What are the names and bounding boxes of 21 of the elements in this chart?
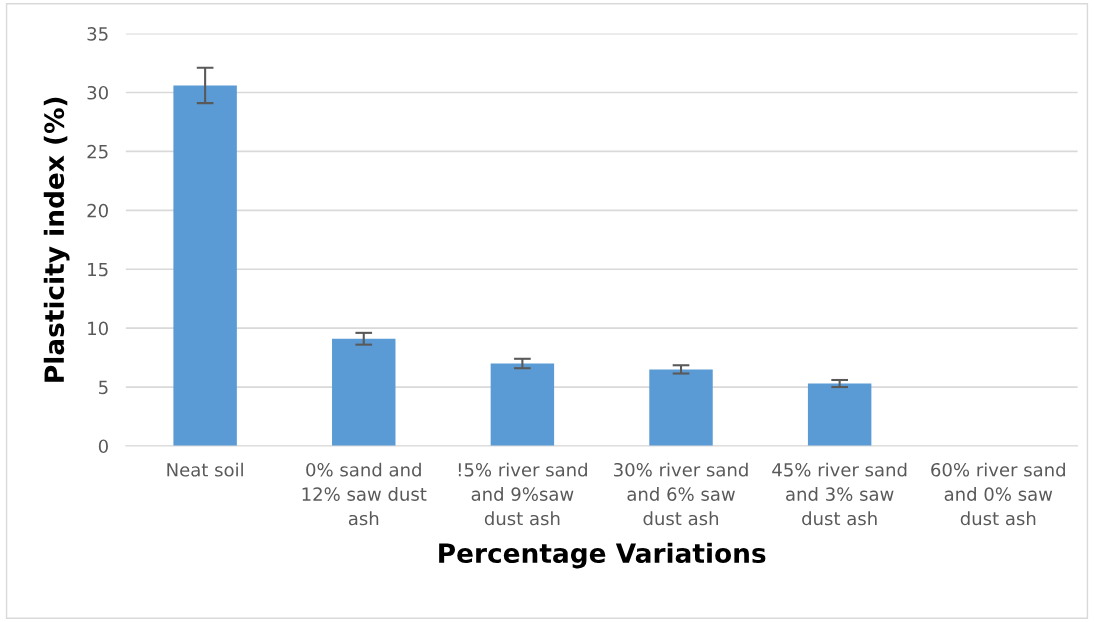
x-tick-label: 30% river sand and 6% saw dust ash xyxy=(614,462,748,526)
bar xyxy=(173,85,237,446)
y-tick-label: 25 xyxy=(87,144,108,159)
x-tick-label: 45% river sand and 3% saw dust ash xyxy=(772,462,907,526)
bar xyxy=(332,338,396,446)
y-tick-label: 0 xyxy=(98,439,108,454)
x-tick-label: 0% sand and 12% saw dust ash xyxy=(302,462,427,526)
x-axis-title: Percentage Variations xyxy=(439,542,766,569)
x-tick-label: 60% river sand and 0% saw dust ash xyxy=(931,462,1065,526)
x-tick-label: !5% river sand and 9%saw dust ash xyxy=(458,462,587,526)
y-axis-title: Plasticity index (%) xyxy=(43,97,70,382)
y-tick-label: 35 xyxy=(87,27,108,41)
bar xyxy=(807,383,872,446)
y-tick-label: 20 xyxy=(87,203,108,218)
bar xyxy=(490,363,555,446)
y-tick-label: 10 xyxy=(88,321,108,336)
x-tick-label: Neat soil xyxy=(167,462,243,477)
y-tick-label: 30 xyxy=(87,85,108,100)
bar xyxy=(649,369,713,446)
y-tick-label: 15 xyxy=(88,262,108,277)
y-tick-label: 5 xyxy=(99,380,108,395)
